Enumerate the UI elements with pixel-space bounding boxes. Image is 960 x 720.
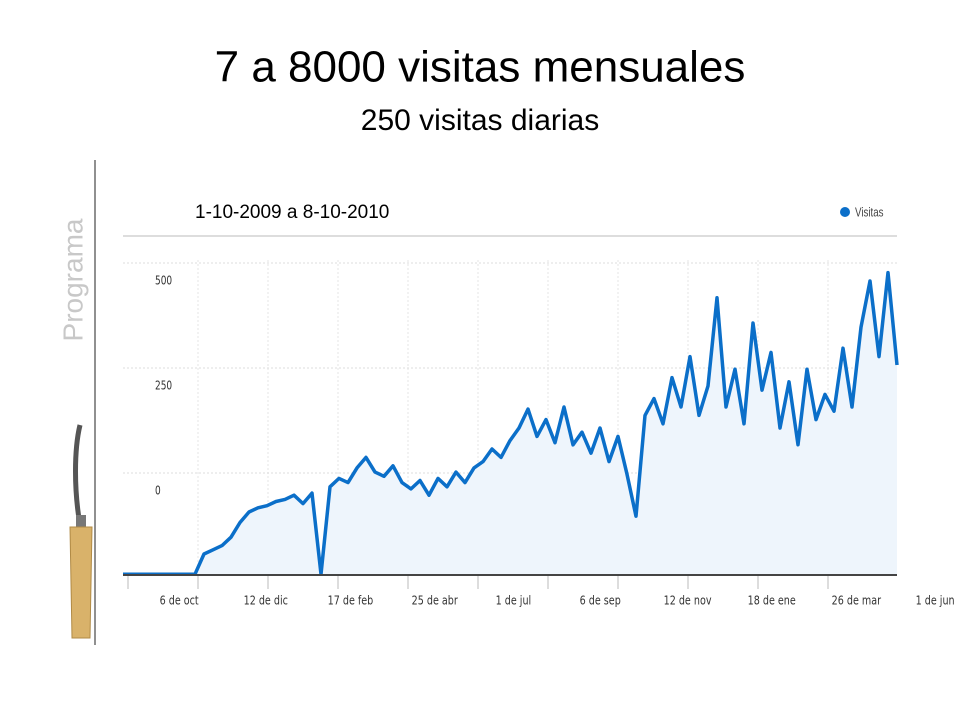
x-tick-label: 1 de jul [496, 593, 532, 607]
x-tick-label: 26 de mar [832, 593, 882, 607]
side-label: Programa [57, 218, 88, 341]
y-tick-label: 250 [155, 379, 172, 393]
tool-handle [69, 526, 93, 639]
line [123, 270, 899, 576]
x-tick-label: 18 de ene [748, 593, 796, 607]
x-tick-label: 6 de sep [580, 593, 621, 607]
y-tick-label: 500 [155, 274, 172, 288]
x-tick-label: 25 de abr [412, 593, 459, 607]
area [123, 272, 897, 575]
x-tick-label: 6 de oct [160, 593, 199, 607]
plot: 6 de oct 12 de dic 17 de feb 25 de abr 1 de … [123, 206, 955, 608]
x-tick-label: 17 de feb [328, 593, 374, 607]
x-tick-label: 1 de jun [916, 593, 955, 607]
legend-swatch [840, 207, 850, 217]
tool-ferrule [76, 515, 86, 527]
gouge-tool [69, 424, 93, 639]
x-tick-label: 12 de nov [664, 593, 712, 607]
slide-subtitle: 250 visitas diarias [361, 104, 599, 137]
y-tick-label: 0 [155, 484, 161, 498]
tool-blade [73, 424, 83, 526]
legend-label: Visitas [855, 206, 884, 220]
x-tick-label: 12 de dic [244, 593, 288, 607]
date-range: 1-10-2009 a 8-10-2010 [195, 202, 389, 223]
slide-title: 7 a 8000 visitas mensuales [215, 43, 746, 92]
